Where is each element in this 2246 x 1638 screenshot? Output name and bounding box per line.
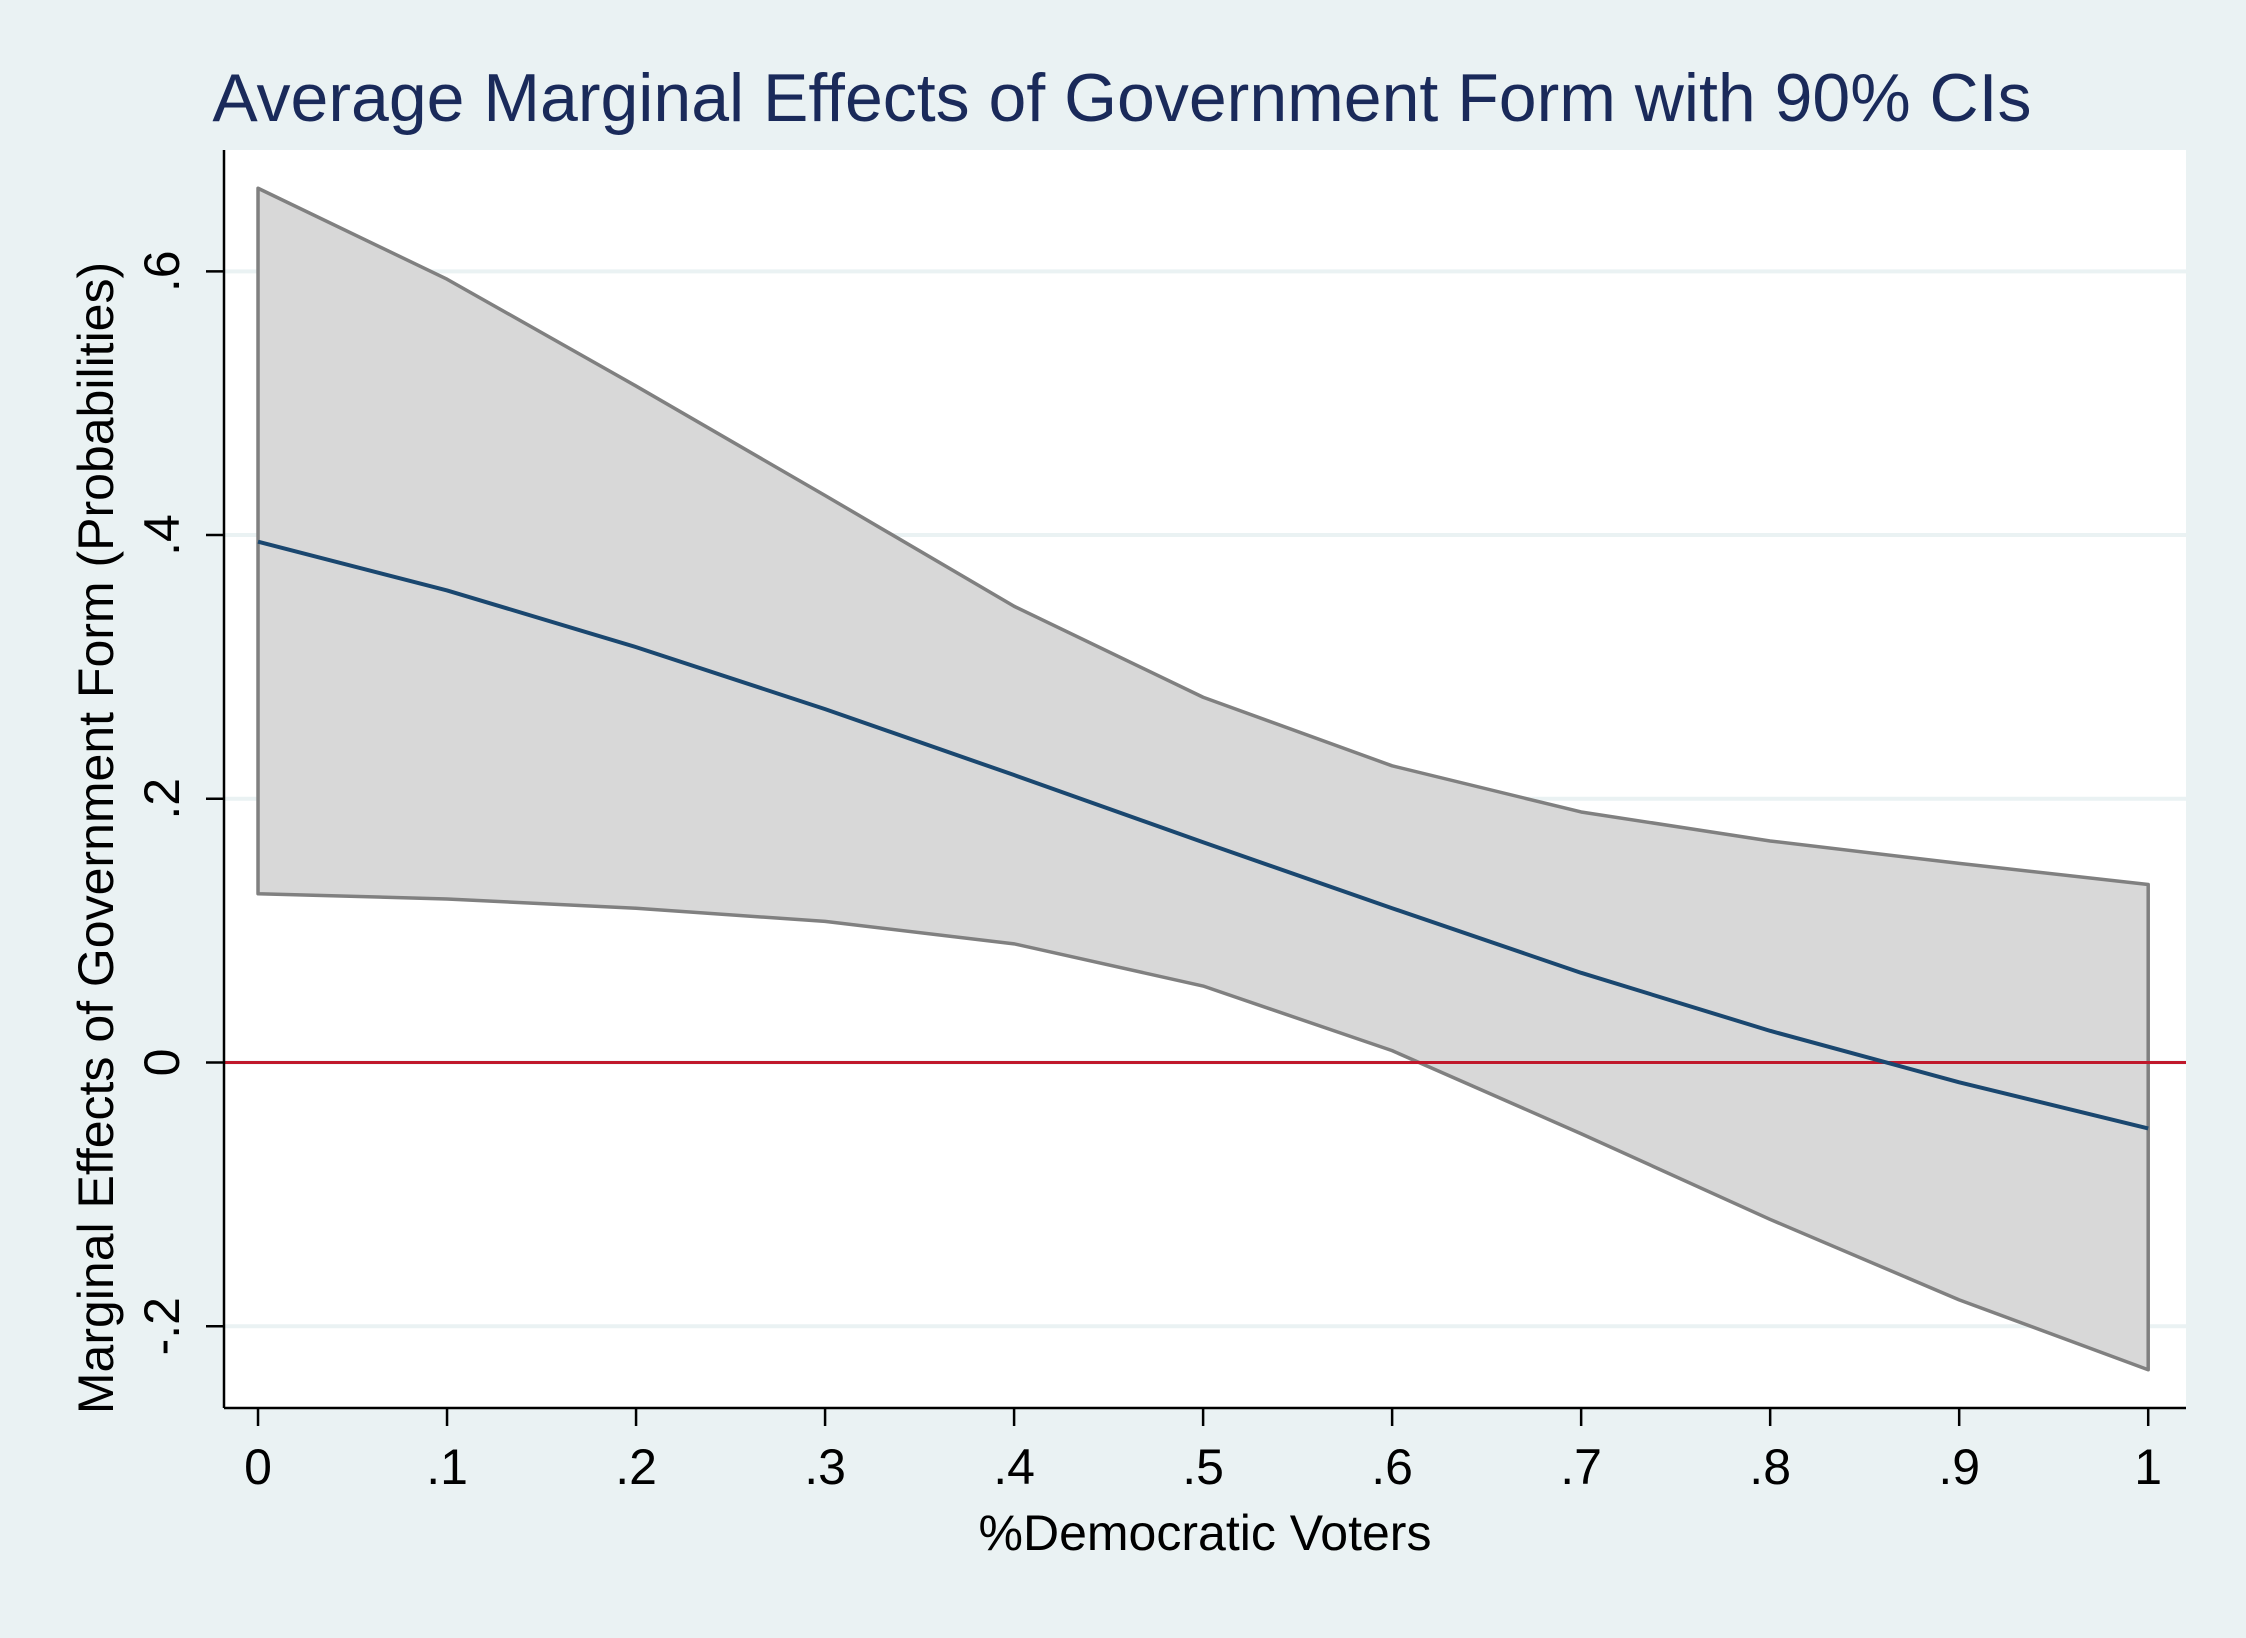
x-tick-label-3: .3 (804, 1439, 846, 1495)
y-tick-label-3: .4 (134, 514, 190, 556)
x-tick-label-0: 0 (244, 1439, 272, 1495)
x-tick-label-1: .1 (426, 1439, 468, 1495)
y-tick-label-1: 0 (134, 1049, 190, 1077)
x-tick-label-10: 1 (2134, 1439, 2162, 1495)
chart-title: Average Marginal Effects of Government F… (212, 60, 2031, 136)
series-line-marginal-effect (257, 539, 2149, 1131)
y-tick-label-4: .6 (134, 250, 190, 292)
x-tick-label-9: .9 (1938, 1439, 1980, 1495)
y-tick-label-2: .2 (134, 778, 190, 820)
x-tick-label-2: .2 (615, 1439, 657, 1495)
plot-area: 0 .1 .2 .3 .4 .5 .6 .7 .8 .9 1 -.2 0 .2 .4 .6 (134, 150, 2186, 1495)
x-axis-label: %Democratic Voters (979, 1505, 1432, 1561)
confidence-band (256, 186, 2150, 1372)
x-tick-label-4: .4 (993, 1439, 1035, 1495)
y-axis-label: Marginal Effects of Government Form (Pro… (68, 262, 124, 1414)
y-tick-label-0: -.2 (134, 1297, 190, 1355)
x-tick-label-6: .6 (1371, 1439, 1413, 1495)
x-tick-label-7: .7 (1560, 1439, 1602, 1495)
x-tick-label-8: .8 (1749, 1439, 1791, 1495)
x-tick-label-5: .5 (1182, 1439, 1224, 1495)
